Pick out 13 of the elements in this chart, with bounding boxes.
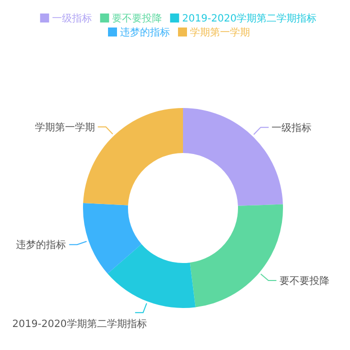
slice-label: 一级指标 xyxy=(272,122,312,134)
slice-label: 要不要投降 xyxy=(279,274,330,287)
donut-slice xyxy=(108,244,196,308)
legend-label: 违梦的指标 xyxy=(120,26,170,38)
donut-slice xyxy=(83,202,142,274)
legend-label: 一级指标 xyxy=(52,12,92,24)
slice-label: 2019-2020学期第二学期指标 xyxy=(12,318,147,330)
slice-label: 违梦的指标 xyxy=(16,239,66,252)
legend-label: 要不要投降 xyxy=(112,12,162,24)
legend-label: 学期第一学期 xyxy=(190,26,250,38)
legend-label: 2019-2020学期第二学期指标 xyxy=(182,12,317,24)
donut-slice xyxy=(183,108,283,206)
slice-label: 学期第一学期 xyxy=(34,121,95,134)
